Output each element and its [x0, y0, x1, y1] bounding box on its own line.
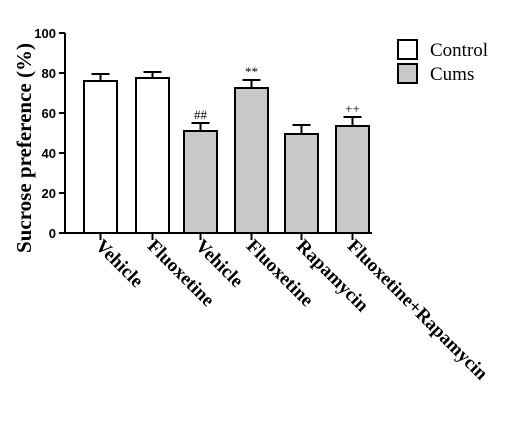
bar — [183, 130, 218, 234]
y-tick-label: 20 — [42, 186, 56, 201]
bar — [83, 80, 118, 234]
legend: Control Cums — [397, 39, 488, 85]
legend-label: Cums — [430, 64, 474, 85]
y-axis: 0 20 40 60 80 100 — [34, 26, 372, 241]
category-label: Vehicle — [91, 236, 147, 292]
legend-swatch — [397, 39, 418, 60]
category-label: Fluoxetine+Rapamycin — [343, 236, 492, 385]
bar — [135, 77, 170, 234]
y-tick-label: 60 — [42, 106, 56, 121]
significance-label: ++ — [345, 101, 360, 116]
category-labels: VehicleFluoxetineVehicleFluoxetineRapamy… — [91, 236, 492, 385]
significance-label: ## — [194, 107, 208, 122]
y-tick-label: 0 — [49, 226, 56, 241]
bar — [335, 125, 370, 234]
y-tick-label: 80 — [42, 66, 56, 81]
y-tick-label: 40 — [42, 146, 56, 161]
bars: ## ** ++ — [83, 64, 370, 240]
legend-swatch — [397, 63, 418, 84]
y-axis-label: Sucrose preference (%) — [12, 43, 36, 253]
bar — [284, 133, 319, 234]
bar — [234, 87, 269, 234]
legend-label: Control — [430, 40, 488, 61]
significance-label: ** — [245, 64, 258, 79]
y-tick-label: 100 — [34, 26, 56, 41]
